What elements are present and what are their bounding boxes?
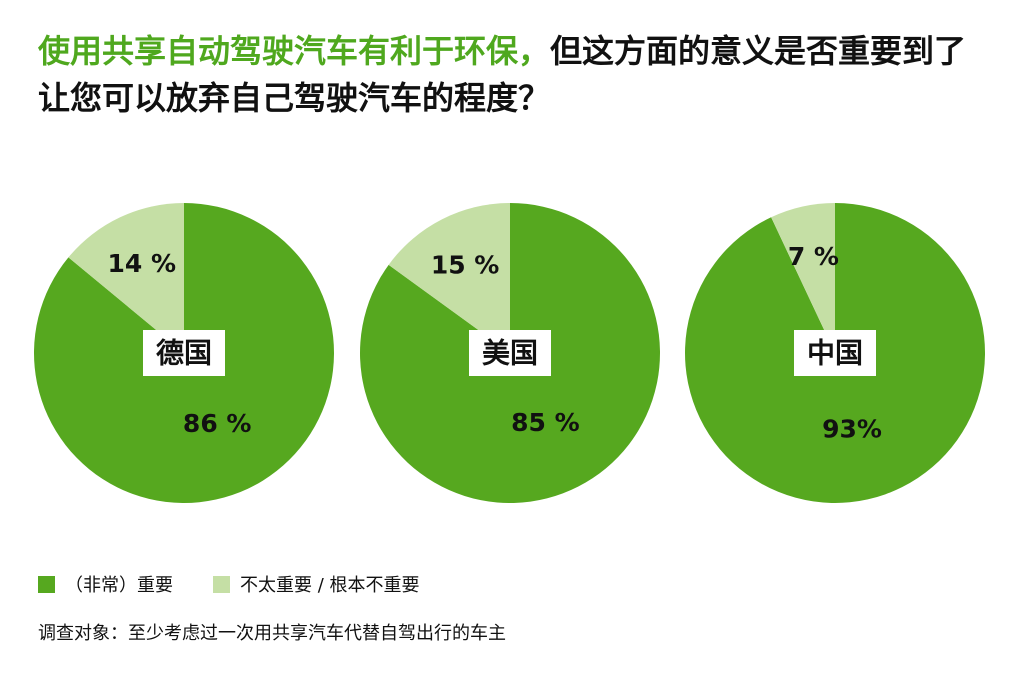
survey-note: 调查对象：至少考虑过一次用共享汽车代替自驾出行的车主 bbox=[38, 623, 506, 644]
pie-slice-germany-important bbox=[33, 203, 335, 503]
pie-title-germany: 德国 bbox=[156, 337, 212, 370]
pie-label-china-not-important: 7 % bbox=[788, 242, 839, 271]
pie-title-box-usa bbox=[469, 330, 551, 376]
pie-title-box-china bbox=[794, 330, 876, 376]
legend-item-important: （非常）重要 bbox=[38, 571, 173, 597]
title-rest: 但这方面的意义是否重要到了让您可以放弃自己驾驶汽车的程度？ bbox=[38, 32, 967, 117]
pie-china: 93% 7 % 中国 bbox=[685, 203, 986, 504]
pie-title-usa: 美国 bbox=[482, 337, 538, 370]
pie-germany: 86 % 14 % 德国 bbox=[33, 203, 335, 503]
pie-usa: 85 % 15 % 美国 bbox=[360, 202, 661, 504]
pie-label-germany-not-important: 14 % bbox=[108, 249, 177, 278]
pie-label-germany-important: 86 % bbox=[183, 409, 252, 438]
pie-slice-germany-not-important bbox=[68, 203, 184, 353]
legend-swatch-important bbox=[38, 575, 55, 593]
pie-slice-usa-not-important bbox=[388, 203, 510, 353]
title-highlight: 使用共享自动驾驶汽车有利于环保， bbox=[38, 32, 551, 70]
legend: （非常）重要 不太重要 / 根本不重要 bbox=[38, 572, 460, 596]
pie-title-box-germany bbox=[143, 330, 225, 376]
legend-item-not-important: 不太重要 / 根本不重要 bbox=[213, 571, 420, 597]
legend-swatch-not-important bbox=[213, 575, 230, 593]
pie-label-usa-not-important: 15 % bbox=[431, 250, 500, 279]
pie-label-china-important: 93% bbox=[822, 415, 882, 444]
legend-label-important: （非常）重要 bbox=[65, 575, 173, 596]
pie-label-usa-important: 85 % bbox=[511, 408, 580, 437]
pie-title-china: 中国 bbox=[807, 337, 863, 370]
legend-label-not-important: 不太重要 / 根本不重要 bbox=[240, 575, 420, 596]
chart-title: 使用共享自动驾驶汽车有利于环保，但这方面的意义是否重要到了让您可以放弃自己驾驶汽… bbox=[38, 28, 998, 122]
pie-slice-china-not-important bbox=[771, 203, 835, 353]
